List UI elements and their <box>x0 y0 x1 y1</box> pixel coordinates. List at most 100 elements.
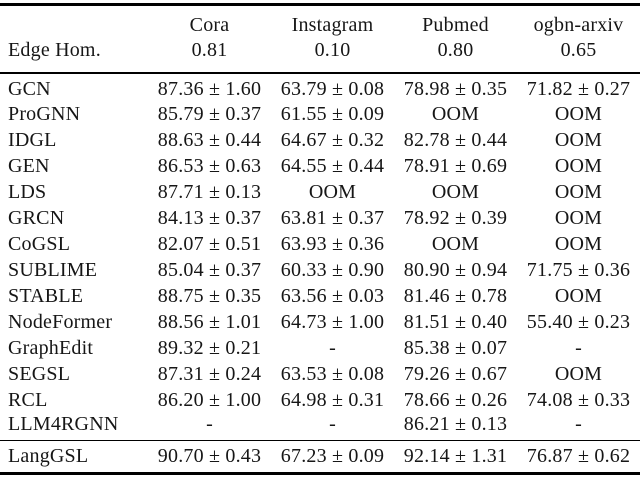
result-cell: 85.04 ± 0.37 <box>157 258 262 281</box>
result-cell: 64.73 ± 1.00 <box>280 310 385 333</box>
result-cell: 64.98 ± 0.31 <box>280 388 385 411</box>
result-cell: 88.63 ± 0.44 <box>157 128 262 151</box>
edge-hom-value: 0.80 <box>437 39 474 61</box>
edge-hom-value: 0.10 <box>314 39 351 61</box>
result-cell: OOM <box>554 102 603 125</box>
result-cell: 63.81 ± 0.37 <box>280 206 385 229</box>
result-cell: - <box>575 336 582 359</box>
result-cell: 64.55 ± 0.44 <box>280 154 385 177</box>
table-row-gcn: GCN 87.36 ± 1.60 63.79 ± 0.08 78.98 ± 0.… <box>0 73 640 101</box>
edge-hom-label: Edge Hom. <box>8 39 101 61</box>
result-cell: OOM <box>554 180 603 203</box>
column-header-pubmed: Pubmed <box>422 14 489 36</box>
result-cell: OOM <box>554 128 603 151</box>
table-row-llm4rgnn: LLM4RGNN - - 86.21 ± 0.13 - <box>0 413 640 441</box>
edge-hom-value: 0.65 <box>560 39 597 61</box>
result-cell: 55.40 ± 0.23 <box>526 310 631 333</box>
result-cell: OOM <box>554 154 603 177</box>
results-table-container: Cora Instagram Pubmed ogbn-arxiv Edge Ho… <box>0 3 640 475</box>
result-cell: 71.82 ± 0.27 <box>526 78 631 100</box>
table-row-segsl: SEGSL 87.31 ± 0.24 63.53 ± 0.08 79.26 ± … <box>0 361 640 387</box>
result-cell: 81.51 ± 0.40 <box>403 310 508 333</box>
method-name: LangGSL <box>8 445 89 467</box>
table-row-stable: STABLE 88.75 ± 0.35 63.56 ± 0.03 81.46 ±… <box>0 283 640 309</box>
result-cell: OOM <box>431 232 480 255</box>
result-cell: 86.53 ± 0.63 <box>157 154 262 177</box>
result-cell: 87.31 ± 0.24 <box>157 362 262 385</box>
result-cell: - <box>329 336 336 359</box>
result-cell: 81.46 ± 0.78 <box>403 284 508 307</box>
result-cell: 63.79 ± 0.08 <box>280 78 385 100</box>
result-cell: 76.87 ± 0.62 <box>526 445 631 467</box>
method-name: LDS <box>8 180 47 203</box>
dataset-name-row: Cora Instagram Pubmed ogbn-arxiv <box>0 5 640 39</box>
result-cell: 63.93 ± 0.36 <box>280 232 385 255</box>
table-row-rcl: RCL 86.20 ± 1.00 64.98 ± 0.31 78.66 ± 0.… <box>0 387 640 413</box>
method-name: GCN <box>8 78 51 100</box>
table-row-sublime: SUBLIME 85.04 ± 0.37 60.33 ± 0.90 80.90 … <box>0 257 640 283</box>
table-row-nodeformer: NodeFormer 88.56 ± 1.01 64.73 ± 1.00 81.… <box>0 309 640 335</box>
proposed-method-section: LangGSL 90.70 ± 0.43 67.23 ± 0.09 92.14 … <box>0 440 640 474</box>
empty-corner-cell <box>0 5 148 39</box>
method-name: GraphEdit <box>8 336 94 359</box>
result-cell: 79.26 ± 0.67 <box>403 362 508 385</box>
result-cell: 85.38 ± 0.07 <box>403 336 508 359</box>
table-row-graphedit: GraphEdit 89.32 ± 0.21 - 85.38 ± 0.07 - <box>0 335 640 361</box>
method-name: SUBLIME <box>8 258 98 281</box>
result-cell: 78.92 ± 0.39 <box>403 206 508 229</box>
result-cell: 82.07 ± 0.51 <box>157 232 262 255</box>
result-cell: 80.90 ± 0.94 <box>403 258 508 281</box>
result-cell: 86.20 ± 1.00 <box>157 388 262 411</box>
method-name: GRCN <box>8 206 65 229</box>
result-cell: - <box>206 413 213 435</box>
method-name: STABLE <box>8 284 84 307</box>
result-cell: 63.56 ± 0.03 <box>280 284 385 307</box>
result-cell: OOM <box>554 232 603 255</box>
result-cell: OOM <box>554 362 603 385</box>
method-name: ProGNN <box>8 102 81 125</box>
result-cell: OOM <box>554 206 603 229</box>
column-header-ogbn-arxiv: ogbn-arxiv <box>533 14 624 36</box>
method-name: NodeFormer <box>8 310 113 333</box>
result-cell: 63.53 ± 0.08 <box>280 362 385 385</box>
result-cell: 86.21 ± 0.13 <box>403 413 508 435</box>
method-name: IDGL <box>8 128 57 151</box>
result-cell: 82.78 ± 0.44 <box>403 128 508 151</box>
result-cell: OOM <box>308 180 357 203</box>
result-cell: 71.75 ± 0.36 <box>526 258 631 281</box>
table-row-cogsl: CoGSL 82.07 ± 0.51 63.93 ± 0.36 OOM OOM <box>0 231 640 257</box>
result-cell: - <box>575 413 582 435</box>
result-cell: - <box>329 413 336 435</box>
result-cell: OOM <box>554 284 603 307</box>
method-name: CoGSL <box>8 232 71 255</box>
column-header-cora: Cora <box>189 14 230 36</box>
result-cell: 87.71 ± 0.13 <box>157 180 262 203</box>
result-cell: 85.79 ± 0.37 <box>157 102 262 125</box>
result-cell: 88.56 ± 1.01 <box>157 310 262 333</box>
table-row-grcn: GRCN 84.13 ± 0.37 63.81 ± 0.37 78.92 ± 0… <box>0 205 640 231</box>
table-row-langgsl: LangGSL 90.70 ± 0.43 67.23 ± 0.09 92.14 … <box>0 441 640 474</box>
table-row-idgl: IDGL 88.63 ± 0.44 64.67 ± 0.32 82.78 ± 0… <box>0 127 640 153</box>
result-cell: OOM <box>431 102 480 125</box>
table-row-gen: GEN 86.53 ± 0.63 64.55 ± 0.44 78.91 ± 0.… <box>0 153 640 179</box>
result-cell: 78.91 ± 0.69 <box>403 154 508 177</box>
result-cell: 67.23 ± 0.09 <box>280 445 385 467</box>
result-cell: 89.32 ± 0.21 <box>157 336 262 359</box>
result-cell: 60.33 ± 0.90 <box>280 258 385 281</box>
result-cell: 74.08 ± 0.33 <box>526 388 631 411</box>
result-cell: 87.36 ± 1.60 <box>157 78 262 100</box>
result-cell: 78.66 ± 0.26 <box>403 388 508 411</box>
result-cell: 90.70 ± 0.43 <box>157 445 262 467</box>
result-cell: 92.14 ± 1.31 <box>403 445 508 467</box>
method-name: GEN <box>8 154 50 177</box>
result-cell: 61.55 ± 0.09 <box>280 102 385 125</box>
baseline-rows: GCN 87.36 ± 1.60 63.79 ± 0.08 78.98 ± 0.… <box>0 73 640 441</box>
column-header-instagram: Instagram <box>291 14 374 36</box>
node-classification-results-table: Cora Instagram Pubmed ogbn-arxiv Edge Ho… <box>0 3 640 475</box>
edge-hom-value: 0.81 <box>191 39 228 61</box>
table-row-prognn: ProGNN 85.79 ± 0.37 61.55 ± 0.09 OOM OOM <box>0 101 640 127</box>
edge-homophily-row: Edge Hom. 0.81 0.10 0.80 0.65 <box>0 38 640 73</box>
method-name: LLM4RGNN <box>8 413 119 435</box>
method-name: SEGSL <box>8 362 71 385</box>
result-cell: 78.98 ± 0.35 <box>403 78 508 100</box>
